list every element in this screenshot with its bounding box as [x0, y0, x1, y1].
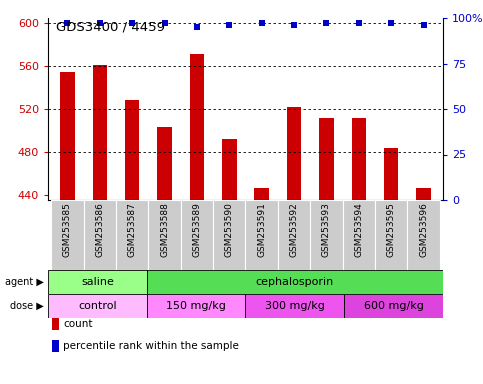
Text: GSM253595: GSM253595	[387, 202, 396, 257]
Bar	[245, 200, 278, 270]
Bar	[148, 200, 181, 270]
Bar	[52, 340, 59, 352]
Bar	[255, 188, 269, 200]
Bar	[157, 127, 172, 200]
Bar	[344, 294, 443, 318]
Bar	[51, 200, 84, 270]
Bar	[125, 101, 140, 200]
Text: agent ▶: agent ▶	[5, 277, 44, 287]
Text: GSM253585: GSM253585	[63, 202, 72, 257]
Bar	[416, 188, 431, 200]
Text: GSM253594: GSM253594	[355, 202, 363, 257]
Bar	[147, 294, 245, 318]
Text: cephalosporin: cephalosporin	[256, 277, 334, 287]
Bar	[48, 294, 147, 318]
Bar	[116, 200, 148, 270]
Bar	[48, 270, 147, 294]
Bar	[190, 55, 204, 200]
Text: control: control	[78, 301, 117, 311]
Bar	[84, 200, 116, 270]
Text: GSM253588: GSM253588	[160, 202, 169, 257]
Text: GSM253587: GSM253587	[128, 202, 137, 257]
Text: 300 mg/kg: 300 mg/kg	[265, 301, 325, 311]
Text: GSM253586: GSM253586	[95, 202, 104, 257]
Bar	[181, 200, 213, 270]
Text: saline: saline	[81, 277, 114, 287]
Bar	[352, 118, 366, 200]
Text: GSM253589: GSM253589	[192, 202, 201, 257]
Text: 600 mg/kg: 600 mg/kg	[364, 301, 424, 311]
Text: GSM253591: GSM253591	[257, 202, 266, 257]
Bar	[60, 71, 75, 200]
Bar	[213, 200, 245, 270]
Bar	[407, 200, 440, 270]
Bar	[319, 118, 334, 200]
Bar	[384, 147, 398, 200]
Text: GSM253593: GSM253593	[322, 202, 331, 257]
Bar	[342, 200, 375, 270]
Text: GDS3400 / 4459: GDS3400 / 4459	[56, 20, 165, 33]
Text: GSM253592: GSM253592	[290, 202, 298, 257]
Text: GSM253596: GSM253596	[419, 202, 428, 257]
Text: percentile rank within the sample: percentile rank within the sample	[63, 341, 239, 351]
Bar	[278, 200, 310, 270]
Text: dose ▶: dose ▶	[10, 301, 44, 311]
Bar	[93, 65, 107, 200]
Bar	[375, 200, 407, 270]
Bar	[287, 107, 301, 200]
Bar	[147, 270, 443, 294]
Bar	[245, 294, 344, 318]
Bar	[222, 139, 237, 200]
Bar	[310, 200, 342, 270]
Bar	[52, 318, 59, 330]
Text: GSM253590: GSM253590	[225, 202, 234, 257]
Text: 150 mg/kg: 150 mg/kg	[166, 301, 226, 311]
Text: count: count	[63, 319, 93, 329]
